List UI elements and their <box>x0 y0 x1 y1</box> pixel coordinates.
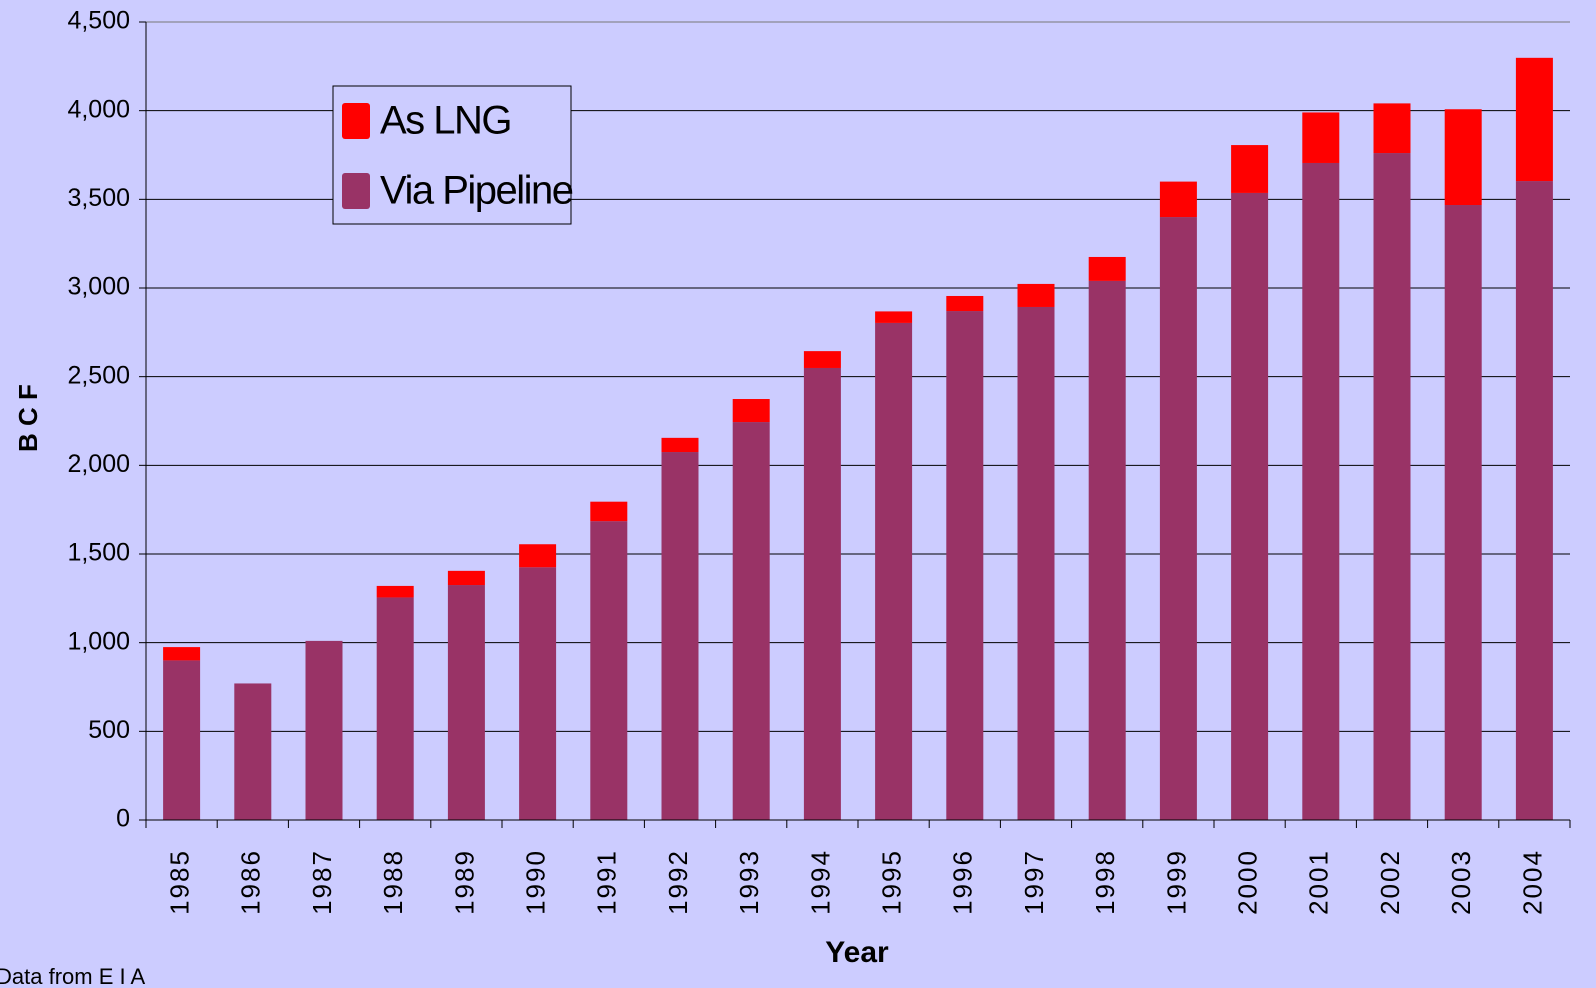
x-tick-label: 2003 <box>1446 849 1476 915</box>
bar-segment <box>1515 181 1553 820</box>
x-tick-label: 1986 <box>236 849 266 915</box>
bar-segment <box>1444 109 1482 206</box>
bar-segment <box>519 567 557 820</box>
x-tick-label: 1992 <box>663 849 693 915</box>
bar-segment <box>590 521 628 820</box>
bar-segment <box>447 585 485 820</box>
bar-segment <box>376 585 414 598</box>
bar-segment <box>661 437 699 453</box>
bar-segment <box>305 640 343 820</box>
bar-segment <box>1017 283 1055 307</box>
bar-segment <box>1159 181 1197 218</box>
legend-swatch <box>342 103 370 139</box>
bar-segment <box>661 452 699 820</box>
x-tick-label: 1994 <box>805 849 835 915</box>
y-tick-label: 500 <box>88 716 130 744</box>
x-tick-label: 2000 <box>1232 849 1262 915</box>
bar-segment <box>946 295 984 312</box>
bar-segment <box>1302 112 1340 163</box>
y-tick-label: 3,500 <box>67 184 130 212</box>
bar-segment <box>376 597 414 820</box>
bar-segment <box>946 311 984 820</box>
bar-segment <box>875 322 913 820</box>
x-tick-label: 1999 <box>1161 849 1191 915</box>
bar-segment <box>163 660 201 820</box>
bar-segment <box>875 311 913 323</box>
bar-segment <box>1231 192 1269 820</box>
x-tick-label: 1989 <box>449 849 479 915</box>
x-tick-label: 1985 <box>164 849 194 915</box>
y-tick-label: 4,500 <box>67 7 130 35</box>
y-tick-label: 1,000 <box>67 627 130 655</box>
y-tick-label: 0 <box>116 805 130 833</box>
y-tick-label: 2,500 <box>67 361 130 389</box>
bar-segment <box>1373 153 1411 821</box>
bar-segment <box>1231 145 1269 193</box>
x-tick-label: 1996 <box>948 849 978 915</box>
x-tick-label: 2002 <box>1375 849 1405 915</box>
x-tick-label: 2001 <box>1304 849 1334 915</box>
bar-segment <box>234 683 272 820</box>
bar-segment <box>803 351 841 368</box>
y-tick-label: 1,500 <box>67 539 130 567</box>
bar-segment <box>1088 280 1126 820</box>
bar-segment <box>519 544 557 568</box>
y-tick-label: 2,000 <box>67 450 130 478</box>
x-tick-label: 1997 <box>1019 849 1049 915</box>
x-tick-label: 1990 <box>520 849 550 915</box>
bar-segment <box>803 367 841 820</box>
x-tick-label: 1987 <box>307 849 337 915</box>
legend-label: Via Pipeline <box>380 169 573 213</box>
bar-segment <box>1515 57 1553 182</box>
legend-label: As LNG <box>380 99 511 143</box>
bar-segment <box>1159 217 1197 821</box>
bar-segment <box>1373 103 1411 154</box>
bar-segment <box>1444 205 1482 820</box>
legend-swatch <box>342 173 370 209</box>
y-tick-label: 3,000 <box>67 273 130 301</box>
x-axis-label: Year <box>825 936 889 969</box>
bar-segment <box>447 570 485 586</box>
bar-segment <box>1302 162 1340 821</box>
note: Data from E I A <box>0 964 145 988</box>
x-tick-label: 1991 <box>592 849 622 915</box>
bar-segment <box>1017 306 1055 820</box>
bar-segment <box>1088 256 1126 281</box>
bar-segment <box>732 422 770 820</box>
x-tick-label: 1993 <box>734 849 764 915</box>
bar-segment <box>590 501 628 522</box>
bar-segment <box>732 399 770 423</box>
x-tick-label: 1998 <box>1090 849 1120 915</box>
x-tick-label: 1988 <box>378 849 408 915</box>
x-tick-label: 2004 <box>1517 849 1547 915</box>
y-axis-label: B C F <box>13 384 43 452</box>
y-tick-label: 4,000 <box>67 95 130 123</box>
bar-segment <box>163 647 201 661</box>
legend <box>332 85 572 225</box>
x-tick-label: 1995 <box>876 849 906 915</box>
